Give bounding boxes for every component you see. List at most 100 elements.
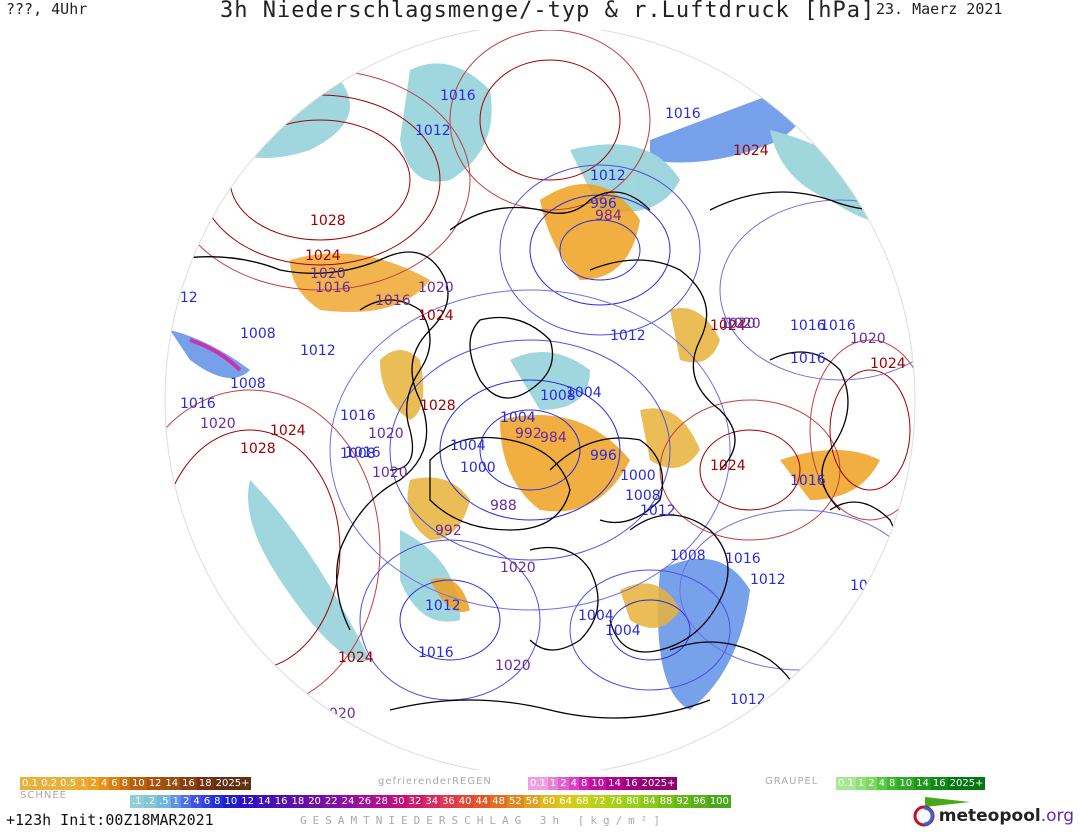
- legend-cell: 2: [866, 777, 877, 790]
- legend-cell: 8: [119, 777, 130, 790]
- isobar-label: 1024: [270, 423, 306, 439]
- legend-cell: 68: [573, 795, 591, 808]
- isobar-label: 1012: [300, 343, 336, 359]
- isobar-label: 1008: [230, 376, 266, 392]
- isobar-label: 1020: [418, 280, 454, 296]
- legend-cell: 26: [356, 795, 374, 808]
- legend-cell: 96: [691, 795, 708, 808]
- legend-cell: 20: [306, 795, 323, 808]
- forecast-time-label: ???, 4Uhr: [6, 0, 88, 18]
- forecast-date: 23. Maerz 2021: [876, 0, 1003, 18]
- legend-cell: 4: [568, 777, 580, 790]
- isobar-label: 1024: [733, 143, 769, 159]
- legend-cell: 34: [423, 795, 441, 808]
- snow-legend-label: SCHNEE: [20, 790, 67, 801]
- legend-cell: .1: [130, 795, 144, 808]
- legend-cell: 14: [163, 777, 181, 790]
- isobar-label: 1012: [730, 692, 766, 708]
- legend-cell: 100: [707, 795, 731, 808]
- legend-cell: 14: [255, 795, 273, 808]
- legend-cell: 40: [456, 795, 474, 808]
- legend-cell: 48: [490, 795, 507, 808]
- map-title: 3h Niederschlagsmenge/-typ & r.Luftdruck…: [220, 0, 876, 23]
- legend-cell: 14: [606, 777, 623, 790]
- isobar-label: 1000: [460, 460, 496, 476]
- legend-cell: 44: [473, 795, 491, 808]
- globe-rim: [164, 30, 916, 770]
- legend-cell: 4: [876, 777, 888, 790]
- isobar-label: 1024: [870, 356, 906, 372]
- isobar-label: 1020: [495, 658, 531, 674]
- precip-snow-areas: [290, 184, 880, 628]
- isobar-label: 1024: [710, 458, 746, 474]
- legend-cell: 18: [196, 777, 214, 790]
- legend-cell: 84: [640, 795, 658, 808]
- isobar-label: 1016: [665, 106, 701, 122]
- isobar-label: 1016: [418, 645, 454, 661]
- isobar-label: 1008: [240, 326, 276, 342]
- isobar-label: 1004: [450, 438, 486, 454]
- isobar-label: 1004: [566, 385, 602, 401]
- legend-cell: 12: [239, 795, 256, 808]
- legend-cell: 1: [78, 777, 89, 790]
- brand-icon: [913, 805, 935, 827]
- legend-cell: 2: [558, 777, 569, 790]
- freezing-rain-legend: 0.1 1 2 4 8 10 14 16 2025+: [528, 777, 678, 790]
- isobar-label: 1028: [310, 213, 346, 229]
- isobar-label: 1028: [240, 441, 276, 457]
- legend-cell: 6: [109, 777, 120, 790]
- isobar-label: 992: [515, 426, 542, 442]
- legend-cell: 18: [289, 795, 307, 808]
- legend-cell: 16: [930, 777, 948, 790]
- isobar-label: 1012: [750, 572, 786, 588]
- legend-cell: 76: [607, 795, 625, 808]
- legend-cell: 2: [181, 795, 192, 808]
- legend-cell: 2: [88, 777, 99, 790]
- legend-cell: 80: [624, 795, 641, 808]
- legend-cell: 6: [201, 795, 213, 808]
- isobar-label: 984: [595, 208, 622, 224]
- isobar-label: 1012: [425, 598, 461, 614]
- legend-cell: 10: [589, 777, 607, 790]
- isobar-label: 992: [435, 523, 462, 539]
- isobar-label: 1008: [340, 446, 376, 462]
- isobar-label: 1024: [710, 318, 746, 334]
- isobar-label: 1020: [320, 706, 356, 722]
- legend-cell: 4: [191, 795, 202, 808]
- legend-cell: 1: [855, 777, 867, 790]
- legend-cell: 0.1: [528, 777, 548, 790]
- isobar-label: 1016: [790, 351, 826, 367]
- legend-cell: 4: [98, 777, 110, 790]
- isobar-label: 1020: [310, 266, 346, 282]
- isobar-label: 988: [490, 498, 517, 514]
- legend-cell: 92: [674, 795, 692, 808]
- legend-cell: 10: [129, 777, 147, 790]
- brand-name: meteopool: [938, 806, 1041, 826]
- legend-cell: 1: [547, 777, 559, 790]
- legend-cell: 16: [272, 795, 290, 808]
- isobar-label: 1008: [625, 488, 661, 504]
- isobar-label: 1028: [420, 398, 456, 414]
- legend-cell: 52: [507, 795, 524, 808]
- isobar-label: 1024: [305, 248, 341, 264]
- legend-cell: 36: [440, 795, 457, 808]
- isobar-label: 1016: [820, 318, 856, 334]
- legend-cell: 8: [212, 795, 223, 808]
- isobar-label: 1008: [670, 548, 706, 564]
- legend-cell: .5: [157, 795, 171, 808]
- isobar-label: 1020: [500, 560, 536, 576]
- legend-cell: 1: [170, 795, 182, 808]
- legend-cell: 2025+: [947, 777, 986, 790]
- isobar-label: 1016: [180, 396, 216, 412]
- legend-cell: .2: [143, 795, 158, 808]
- legend-cell: 12: [146, 777, 164, 790]
- isobar-label: 1012: [162, 290, 198, 306]
- isobar-label: 1016: [375, 293, 411, 309]
- isobar-label: 1012: [850, 578, 886, 594]
- isobar-label: 1016: [345, 445, 381, 461]
- isobar-label: 984: [540, 430, 567, 446]
- isobar-label: 1012: [590, 168, 626, 184]
- legend-cell: 0.1 0.2 0.5: [20, 777, 79, 790]
- legend-cell: 56: [523, 795, 541, 808]
- isobar-label: 996: [590, 196, 617, 212]
